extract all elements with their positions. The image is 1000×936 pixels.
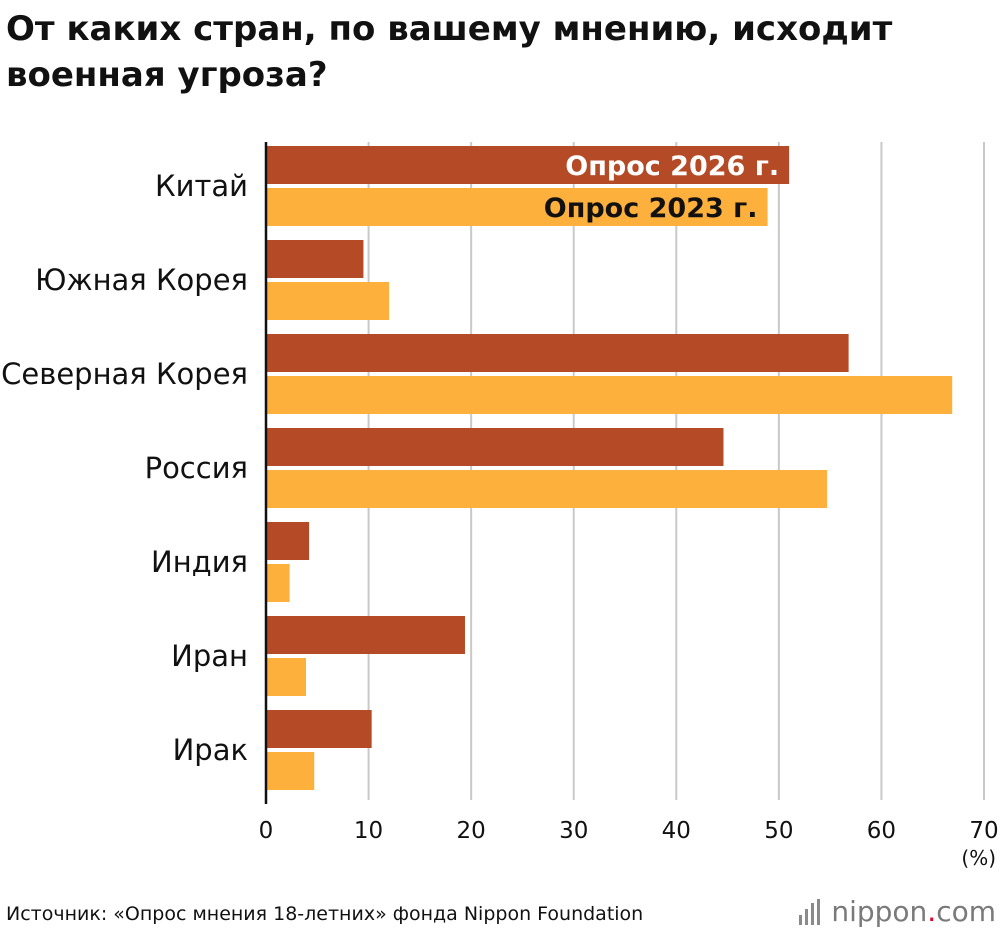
bar-2026 [266, 616, 465, 654]
chart-title: От каких стран, по вашему мнению, исходи… [6, 9, 893, 95]
x-tick-label: 10 [354, 818, 383, 844]
bar-2026 [266, 522, 310, 560]
category-label: Россия [145, 451, 248, 485]
x-tick-label: 50 [764, 818, 793, 844]
logo-suffix: com [936, 895, 996, 928]
nippon-logo[interactable]: nippon. com [799, 894, 996, 930]
bar-2023 [266, 564, 290, 602]
x-tick-label: 40 [662, 818, 691, 844]
x-tick-label: 70 [969, 818, 998, 844]
legend-label-2026: Опрос 2026 г. [565, 151, 779, 182]
bar-chart: Китай Южная Корея Северная Корея Россия Инди… [1, 142, 999, 870]
legend: Опрос 2026 г. Опрос 2023 г. [544, 151, 779, 224]
bars [266, 146, 953, 790]
x-tick-label: 0 [259, 818, 274, 844]
source-note: Источник: «Опрос мнения 18-летних» фонда… [6, 903, 644, 925]
x-axis-ticks: 0 10 20 30 40 50 60 70(%) [259, 818, 999, 870]
bar-2023 [266, 658, 307, 696]
logo-dot: . [927, 895, 937, 928]
legend-label-2023: Опрос 2023 г. [544, 193, 758, 224]
category-label: Индия [151, 545, 248, 579]
bar-2026 [266, 710, 372, 748]
logo-name: nippon [831, 895, 928, 928]
bar-2023 [266, 188, 768, 226]
category-label: Ирак [173, 733, 248, 767]
bar-2023 [266, 282, 390, 320]
bar-2026 [266, 428, 724, 466]
bar-2023 [266, 752, 315, 790]
bar-2026 [266, 334, 849, 372]
category-label: Южная Корея [35, 263, 248, 297]
x-tick-label: 20 [457, 818, 486, 844]
category-label: Северная Корея [1, 357, 248, 391]
bar-2026 [266, 146, 790, 184]
category-labels: Китай Южная Корея Северная Корея Россия Инди… [1, 169, 248, 767]
x-axis-unit: (%) [961, 846, 996, 870]
bar-2023 [266, 376, 953, 414]
logo-bars-icon [799, 899, 823, 925]
x-tick-label: 60 [867, 818, 896, 844]
bar-2023 [266, 470, 828, 508]
category-label: Иран [171, 639, 248, 673]
category-label: Китай [155, 169, 248, 203]
x-tick-label: 30 [559, 818, 588, 844]
bar-2026 [266, 240, 364, 278]
